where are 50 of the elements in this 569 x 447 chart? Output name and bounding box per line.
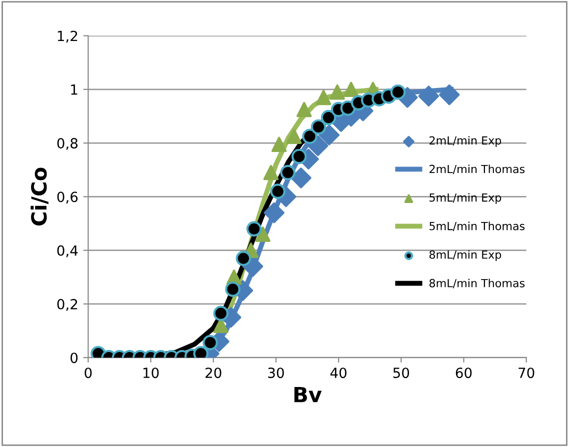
point bbox=[270, 184, 286, 199]
point bbox=[263, 164, 279, 180]
x-tick-label: 40 bbox=[330, 368, 346, 378]
x-tick-label: 20 bbox=[206, 368, 222, 378]
legend-label: 8mL/min Exp bbox=[429, 250, 502, 261]
point bbox=[340, 100, 356, 116]
point bbox=[225, 282, 240, 297]
point bbox=[343, 82, 359, 98]
legend-label: 8mL/min Thomas bbox=[429, 278, 525, 288]
legend-label: 5mL/min Thomas bbox=[430, 222, 525, 232]
point bbox=[202, 334, 218, 350]
y-tick-label: 0 bbox=[70, 352, 78, 364]
point bbox=[296, 102, 312, 118]
x-tick-label: 70 bbox=[518, 368, 534, 378]
point bbox=[271, 136, 287, 152]
y-tick-label: 1 bbox=[71, 84, 78, 95]
point bbox=[320, 110, 336, 126]
point bbox=[291, 148, 307, 164]
point bbox=[318, 124, 340, 146]
point bbox=[255, 226, 270, 242]
y-tick-label: 0,2 bbox=[57, 298, 78, 311]
y-axis-title: Ci/Co bbox=[30, 168, 48, 226]
x-tick-label: 60 bbox=[456, 368, 472, 378]
x-axis-title: Bv bbox=[294, 386, 322, 402]
y-tick-label: 0,4 bbox=[57, 245, 78, 258]
point bbox=[438, 84, 460, 106]
point bbox=[418, 86, 440, 106]
y-tick-label: 0,6 bbox=[57, 192, 78, 204]
point bbox=[308, 135, 328, 156]
point bbox=[236, 250, 252, 266]
x-tick-label: 0 bbox=[84, 368, 92, 378]
point bbox=[280, 164, 296, 180]
point bbox=[310, 119, 326, 135]
point bbox=[316, 90, 332, 106]
x-tick-label: 10 bbox=[143, 368, 159, 378]
legend-label: 5mL/min Exp bbox=[430, 193, 502, 204]
point bbox=[330, 84, 345, 100]
point bbox=[246, 221, 262, 236]
legend-label: 2mL/min Exp bbox=[430, 136, 502, 147]
point bbox=[390, 84, 406, 100]
point bbox=[286, 128, 302, 144]
point bbox=[290, 168, 312, 188]
legend-label: 2mL/min Thomas bbox=[430, 164, 525, 174]
x-tick-label: 30 bbox=[268, 368, 284, 378]
point bbox=[213, 306, 229, 321]
point bbox=[264, 202, 284, 224]
x-tick-label: 50 bbox=[393, 368, 410, 378]
point bbox=[302, 128, 318, 144]
y-tick-label: 1,2 bbox=[58, 30, 78, 43]
y-tick-label: 0,8 bbox=[57, 138, 78, 150]
